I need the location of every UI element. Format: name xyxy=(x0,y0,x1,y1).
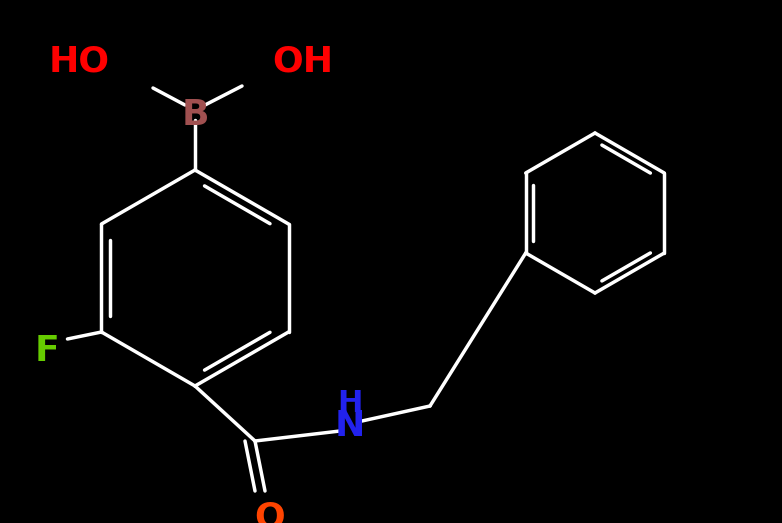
Text: F: F xyxy=(35,334,60,368)
Text: OH: OH xyxy=(272,45,333,79)
Text: H: H xyxy=(337,390,363,418)
Text: O: O xyxy=(255,500,285,523)
Text: HO: HO xyxy=(48,45,110,79)
Text: B: B xyxy=(181,98,209,132)
Text: N: N xyxy=(335,409,365,443)
